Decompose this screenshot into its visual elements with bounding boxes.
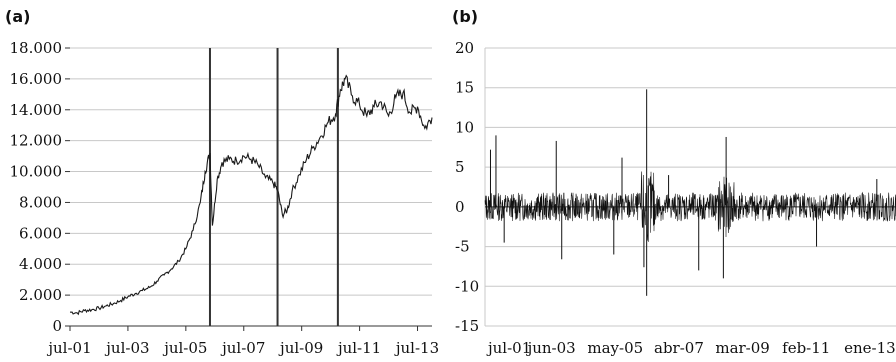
panel-b-x-tick-label: jun-03 <box>526 339 576 357</box>
panel-b-x-tick-label: abr-07 <box>654 339 704 357</box>
panel-a-vertical-markers <box>208 48 339 326</box>
panel-a-y-tick-label: 4.000 <box>19 255 62 273</box>
panel-b-y-ticks: -15 -10 -5 0 5 10 15 20 <box>455 39 479 335</box>
panel-b-y-tick-label: 20 <box>455 39 474 57</box>
panel-a-y-tick-label: 16.000 <box>10 70 63 88</box>
panel-a-x-tick-label: jul-07 <box>220 339 265 357</box>
panel-b-y-tick-label: 15 <box>455 79 474 97</box>
panel-a-y-tick-label: 0 <box>52 317 62 335</box>
panel-b-y-tick-label: -10 <box>455 277 479 295</box>
panel-b-x-tick-label: mar-09 <box>715 339 770 357</box>
panel-b-y-tick-label: 10 <box>455 118 474 136</box>
panel-b-y-tick-label: 5 <box>455 158 465 176</box>
panel-a-x-tick-label: jul-05 <box>162 339 207 357</box>
panel-b-x-tick-label: jul-01 <box>486 339 531 357</box>
panel-b-spikes <box>489 89 878 296</box>
panel-b-x-tick-label: ene-13 <box>844 339 896 357</box>
panel-a-y-tick-label: 14.000 <box>10 101 63 119</box>
panel-a-label: (a) <box>5 7 30 26</box>
panel-a-series-line <box>69 74 433 316</box>
panel-a-y-tick-label: 8.000 <box>19 193 62 211</box>
panel-a-y-tick-label: 6.000 <box>19 224 62 242</box>
panel-a-y-tick-label: 12.000 <box>10 132 63 150</box>
panel-b-y-tick-label: -15 <box>455 317 479 335</box>
panel-a-x-ticks: jul-01 jul-03 jul-05 jul-07 jul-09 jul-11 jul-… <box>46 326 439 357</box>
panel-a-x-tick-label: jul-01 <box>46 339 91 357</box>
panel-a-x-tick-label: jul-11 <box>336 339 381 357</box>
panel-a-y-tick-label: 10.000 <box>10 163 63 181</box>
panel-b-y-tick-label: -5 <box>455 238 470 256</box>
panel-a-grid <box>70 47 432 296</box>
panel-a-y-tick-label: 18.000 <box>10 39 63 57</box>
panel-b-grid <box>484 47 896 327</box>
panel-b-series-line <box>484 171 896 242</box>
panel-b-y-tick-label: 0 <box>455 198 465 216</box>
panel-a-x-tick-label: jul-09 <box>278 339 323 357</box>
panel-b-label: (b) <box>452 7 478 26</box>
panel-a: (a) 0 2.000 4.000 6.000 8.000 10.000 12.000 14.… <box>5 7 439 357</box>
panel-a-x-tick-label: jul-03 <box>104 339 149 357</box>
panel-b-x-tick-label: feb-11 <box>782 339 830 357</box>
panel-a-y-ticks: 0 2.000 4.000 6.000 8.000 10.000 12.000 14.000 1… <box>10 39 70 335</box>
panel-b-x-tick-label: may-05 <box>587 339 643 357</box>
panel-a-y-tick-label: 2.000 <box>19 286 62 304</box>
panel-a-x-tick-label: jul-13 <box>394 339 439 357</box>
